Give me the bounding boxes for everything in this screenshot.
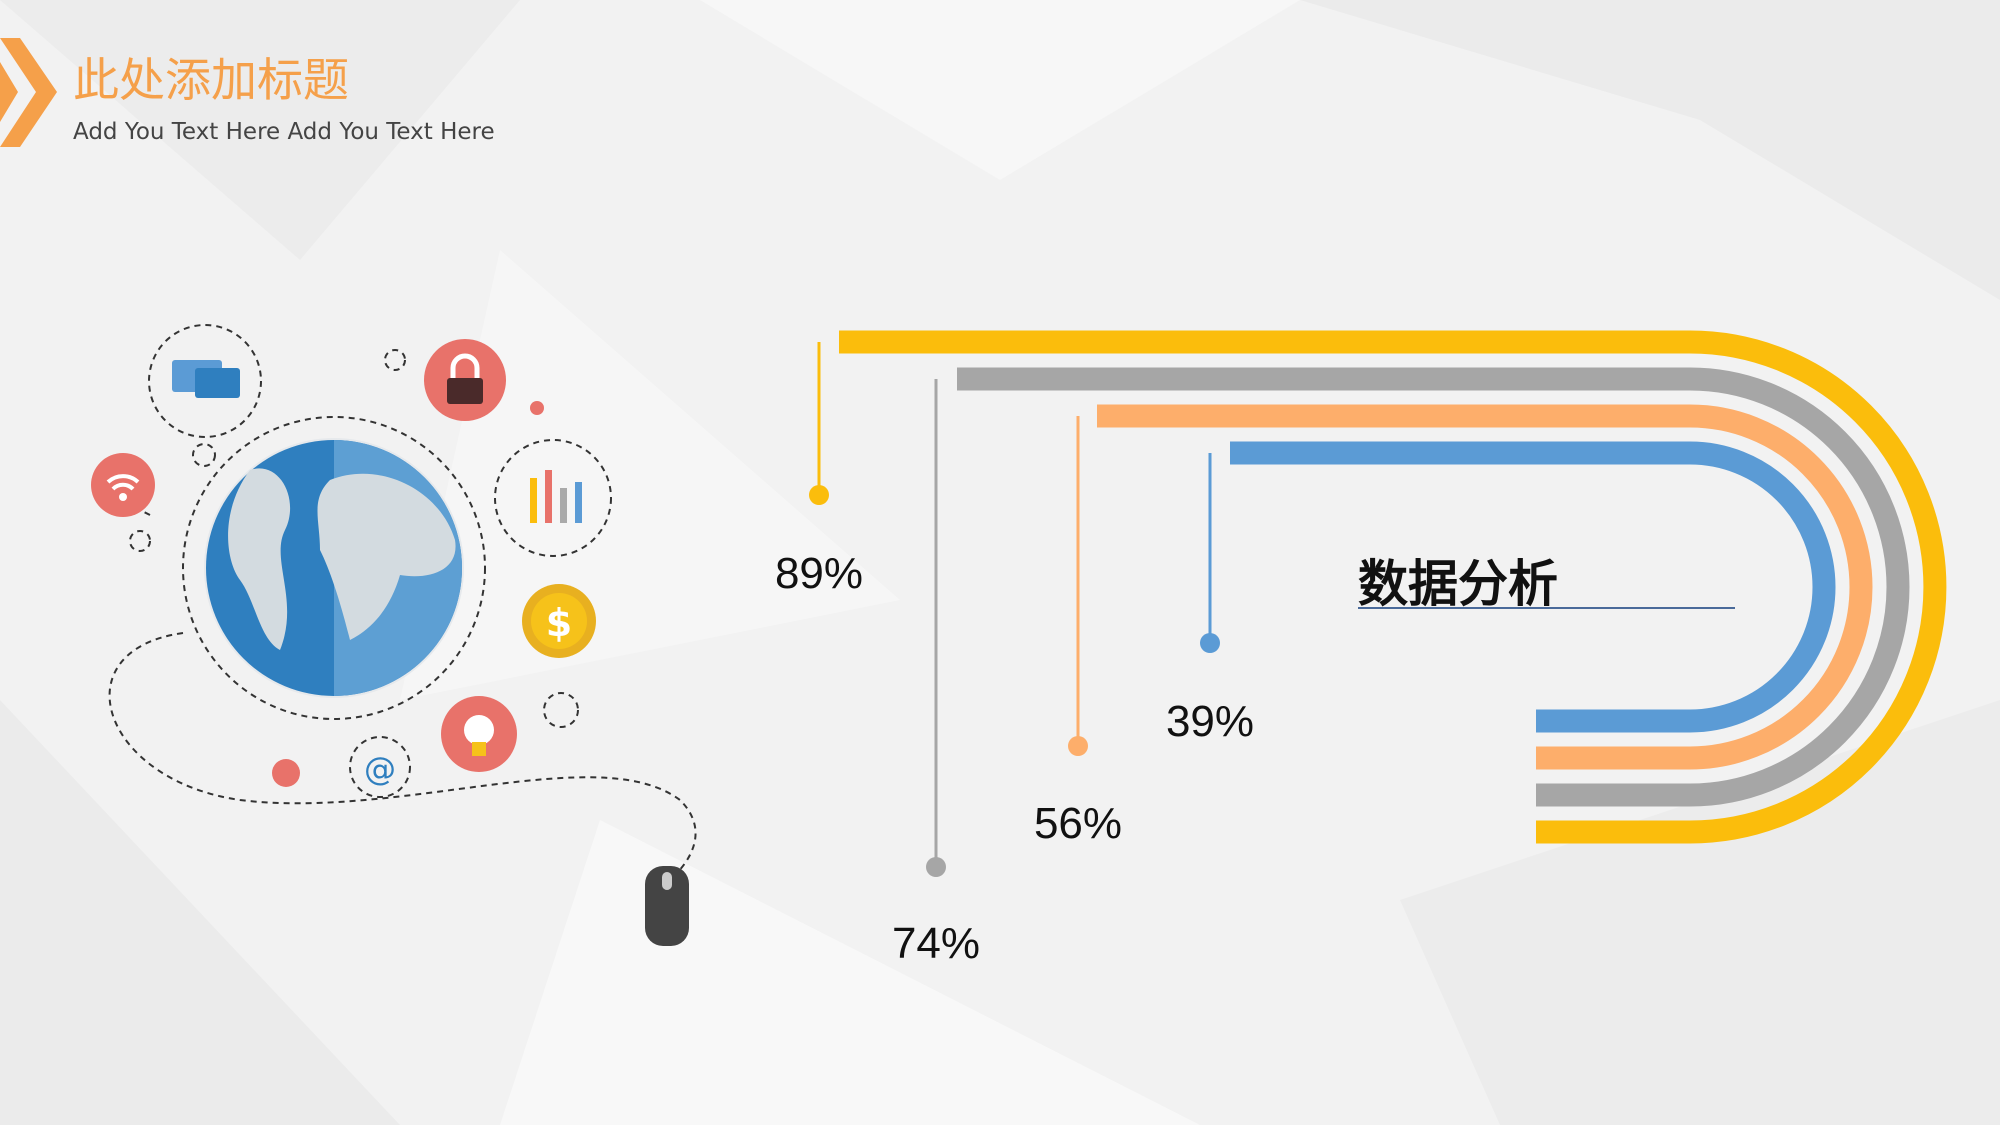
- svg-text:@: @: [364, 750, 396, 788]
- bands: [809, 330, 1947, 877]
- percent-label: 39%: [1166, 697, 1254, 746]
- band: [839, 330, 1947, 844]
- percent-label: 74%: [892, 919, 980, 968]
- percent-label: 56%: [1034, 799, 1122, 848]
- band: [1097, 404, 1873, 770]
- header-chevron: [0, 38, 57, 147]
- icons: $ @: [91, 339, 689, 946]
- band: [1230, 441, 1836, 733]
- stem-dot: [809, 485, 829, 505]
- center-label: 数据分析: [1358, 555, 1558, 613]
- stem-dot: [1200, 633, 1220, 653]
- globe: [204, 438, 464, 698]
- globe-illustration: [108, 324, 697, 876]
- band: [957, 367, 1910, 807]
- subtitle: Add You Text Here Add You Text Here: [73, 119, 495, 145]
- title: 此处添加标题: [73, 53, 349, 107]
- stem-dot: [1068, 736, 1088, 756]
- stem-dot: [926, 857, 946, 877]
- percent-label: 89%: [775, 549, 863, 598]
- svg-text:$: $: [546, 601, 572, 645]
